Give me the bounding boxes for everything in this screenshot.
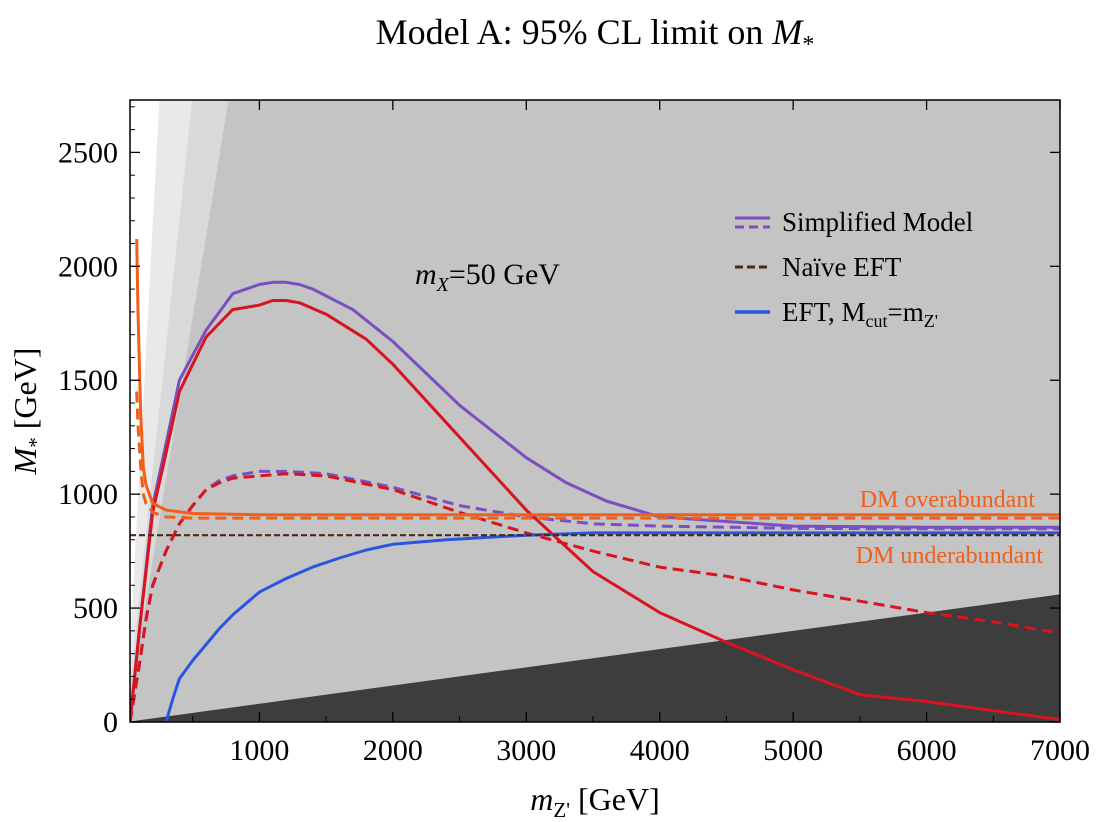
mass-annotation: mX=50 GeV bbox=[415, 258, 560, 296]
series-line-blue-solid-4 bbox=[164, 531, 1060, 722]
region-dark bbox=[130, 594, 1060, 722]
chart-title-main: Model A: 95% CL limit on bbox=[376, 12, 773, 52]
x-tick-label: 1000 bbox=[229, 734, 289, 767]
series-line-orange-solid-5 bbox=[135, 238, 1060, 517]
chart-title-sub: * bbox=[802, 32, 814, 58]
shaded-regions bbox=[130, 100, 1060, 722]
y-axis-label-sub: * bbox=[24, 437, 48, 448]
legend-entry-simplified: Simplified Model bbox=[735, 207, 973, 237]
x-axis-label-sub: Z' bbox=[553, 798, 570, 822]
chart-title: Model A: 95% CL limit on M* bbox=[376, 12, 815, 58]
x-axis-label-unit: [GeV] bbox=[570, 781, 660, 817]
region-mid bbox=[130, 100, 1060, 722]
legend-entry-eft-mcut: EFT, Mcut=mZ' bbox=[735, 297, 938, 331]
legend: Simplified Model Naïve EFT EFT, Mcut=mZ' bbox=[735, 207, 973, 331]
x-tick-label: 2000 bbox=[363, 734, 423, 767]
label-dm-overabundant: DM overabundant bbox=[860, 487, 1036, 513]
legend-entry-naive-eft: Naïve EFT bbox=[735, 252, 902, 282]
x-axis: 1000 2000 3000 4000 5000 6000 7000 bbox=[192, 100, 1090, 767]
y-tick-label: 500 bbox=[73, 592, 118, 625]
legend-eft-sub2: Z' bbox=[924, 311, 938, 331]
y-tick-label: 1000 bbox=[58, 478, 118, 511]
legend-label-naive-eft: Naïve EFT bbox=[782, 252, 902, 282]
series-line-purple-dashed-1 bbox=[130, 469, 1060, 722]
mass-annotation-var: m bbox=[415, 258, 437, 291]
x-tick-label: 6000 bbox=[897, 734, 957, 767]
y-axis-label-unit: [GeV] bbox=[7, 348, 43, 438]
mass-annotation-text: =50 GeV bbox=[449, 258, 560, 291]
x-tick-label: 7000 bbox=[1030, 734, 1090, 767]
y-tick-label: 0 bbox=[103, 706, 118, 739]
y-tick-label: 2500 bbox=[58, 136, 118, 169]
series-line-orange-dashed-6 bbox=[135, 391, 1060, 520]
legend-eft-main: EFT, M bbox=[782, 297, 866, 327]
x-tick-label: 4000 bbox=[630, 734, 690, 767]
series-line-red-solid-2 bbox=[130, 299, 1060, 722]
plot-area bbox=[130, 100, 1060, 722]
legend-label-eft-mcut: EFT, Mcut=mZ' bbox=[782, 297, 938, 331]
legend-eft-mid: =m bbox=[888, 297, 924, 327]
chart-title-var: M bbox=[771, 12, 804, 52]
x-axis-label: mZ' [GeV] bbox=[530, 781, 659, 822]
x-axis-label-var: m bbox=[530, 781, 553, 817]
label-dm-underabundant: DM underabundant bbox=[856, 543, 1044, 569]
y-axis-label-var: M bbox=[7, 445, 43, 475]
y-axis: 0 500 1000 1500 2000 2500 bbox=[58, 106, 1060, 739]
y-tick-label: 1500 bbox=[58, 364, 118, 397]
y-axis-label: M* [GeV] bbox=[7, 348, 48, 476]
x-tick-label: 3000 bbox=[496, 734, 556, 767]
plot-frame bbox=[129, 99, 1061, 723]
series-lines bbox=[130, 238, 1060, 722]
mass-annotation-sub: X bbox=[436, 274, 450, 296]
y-tick-label: 2000 bbox=[58, 250, 118, 283]
x-tick-label: 5000 bbox=[763, 734, 823, 767]
legend-eft-sub1: cut bbox=[866, 311, 888, 331]
legend-label-simplified: Simplified Model bbox=[782, 207, 973, 237]
series-line-purple-solid-0 bbox=[130, 280, 1060, 722]
